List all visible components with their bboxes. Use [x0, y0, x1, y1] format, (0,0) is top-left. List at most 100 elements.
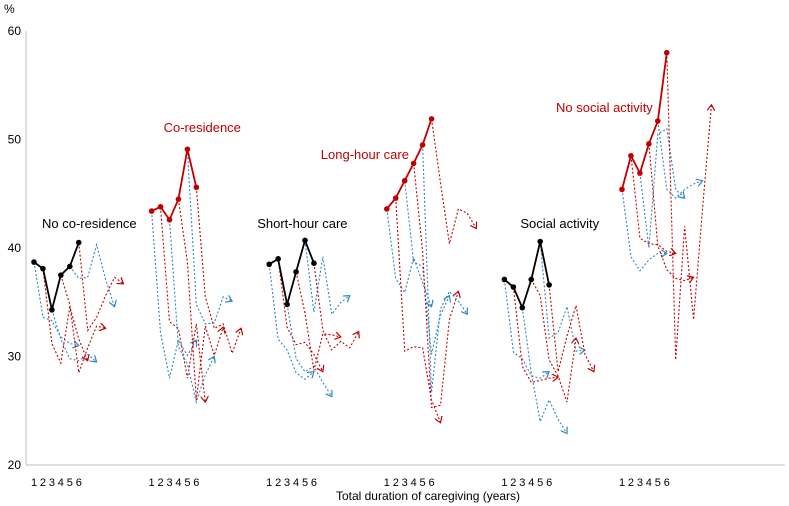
trajectory-line [386, 208, 432, 307]
trajectory-line [630, 155, 676, 254]
x-tick-label: 5 [184, 477, 190, 489]
group-label: No social activity [556, 100, 653, 115]
x-tick-label: 2 [275, 477, 281, 489]
main-series-point [410, 160, 417, 167]
x-tick-label: 3 [166, 477, 172, 489]
x-tick-label: 2 [393, 477, 399, 489]
trajectory-line [78, 242, 124, 333]
group-2: 1 2 3 4 5 6 Co-residence [149, 120, 242, 489]
x-tick-label: 6 [193, 477, 199, 489]
trajectory-line [268, 264, 314, 381]
main-series-point [311, 260, 317, 266]
y-tick-label: 60 [8, 24, 22, 38]
x-tick-label: 5 [67, 477, 73, 489]
trajectory-line [422, 144, 468, 393]
main-series-line [503, 241, 550, 311]
trajectory-line [60, 274, 106, 373]
x-tick-label: 4 [411, 477, 417, 489]
trajectory-line [277, 258, 323, 372]
trajectory-line [539, 241, 585, 352]
x-axis-title: Total duration of caregiving (years) [336, 489, 520, 503]
x-tick-label: 1 [31, 477, 37, 489]
main-series-line [151, 149, 198, 222]
x-tick-label: 5 [302, 477, 308, 489]
main-series-point [293, 269, 299, 275]
trajectory-line [503, 279, 549, 379]
x-tick-label: 1 [619, 477, 625, 489]
main-series-point [58, 272, 64, 278]
main-series-point [401, 177, 408, 184]
y-tick-label: 20 [8, 458, 22, 472]
trajectory-line [295, 271, 341, 371]
x-tick-label: 1 [266, 477, 272, 489]
trajectory-line [159, 206, 206, 402]
trajectory-line [530, 279, 576, 403]
main-series-point [655, 118, 661, 124]
trajectory-line [313, 263, 359, 351]
x-tick-label: 6 [76, 477, 82, 489]
main-series-point [31, 259, 37, 265]
x-tick-label: 2 [40, 477, 46, 489]
main-series-point [501, 276, 508, 283]
x-tick-label: 4 [528, 477, 534, 489]
main-series-point [40, 265, 46, 272]
y-axis-unit: % [4, 2, 15, 16]
main-series-point [75, 239, 82, 246]
group-label: Long-hour care [321, 147, 409, 162]
trajectory-line [195, 187, 241, 355]
main-series-point [419, 142, 426, 148]
x-tick-label: 4 [175, 477, 181, 489]
main-series-point [166, 216, 173, 223]
trajectory-line [430, 118, 477, 244]
group-label: Social activity [520, 216, 599, 231]
main-series-point [628, 152, 634, 159]
main-series-point [284, 301, 290, 308]
main-series-point [193, 184, 200, 191]
main-series-point [302, 237, 308, 244]
trajectory-line [657, 121, 703, 199]
x-tick-label: 4 [58, 477, 64, 489]
x-tick-label: 6 [311, 477, 317, 489]
main-series-point [646, 141, 652, 147]
main-series-point [528, 276, 535, 283]
group-6: 1 2 3 4 5 6 No social activity [556, 49, 712, 489]
trajectory-line [639, 127, 685, 249]
trajectory-line [404, 180, 450, 355]
trajectory-line [413, 163, 459, 409]
main-series-line [621, 52, 668, 190]
trajectory-line [395, 198, 441, 423]
main-series-point [67, 263, 73, 270]
main-series-point [49, 307, 55, 313]
trajectory-line [177, 199, 223, 400]
x-tick-label: 3 [284, 477, 290, 489]
group-label: Short-hour care [257, 216, 347, 231]
main-series-point [392, 195, 399, 201]
main-series-point [175, 196, 182, 202]
main-series-line [33, 242, 80, 311]
group-label: No co-residence [42, 216, 137, 231]
main-series-point [184, 146, 191, 153]
trajectory-line [648, 143, 694, 281]
trajectory-line [666, 52, 712, 360]
x-tick-label: 2 [628, 477, 634, 489]
x-tick-label: 4 [293, 477, 299, 489]
x-tick-label: 1 [501, 477, 507, 489]
main-series-point [637, 170, 643, 176]
trajectory-line [151, 211, 197, 379]
trajectory-line [621, 189, 667, 272]
trajectory-line [304, 240, 350, 316]
main-series-point [537, 238, 543, 245]
x-tick-label: 4 [646, 477, 652, 489]
x-tick-label: 5 [420, 477, 426, 489]
group-label: Co-residence [164, 120, 241, 135]
x-tick-label: 5 [655, 477, 661, 489]
trajectory-line [69, 242, 115, 307]
x-tick-label: 6 [546, 477, 552, 489]
group-1: 1 2 3 4 5 6 No co-residence [31, 216, 137, 489]
x-tick-label: 1 [384, 477, 390, 489]
group-5: 1 2 3 4 5 6 Social activity [501, 216, 599, 489]
x-tick-label: 6 [664, 477, 670, 489]
main-series-point [510, 284, 517, 290]
y-tick-label: 30 [8, 350, 22, 364]
